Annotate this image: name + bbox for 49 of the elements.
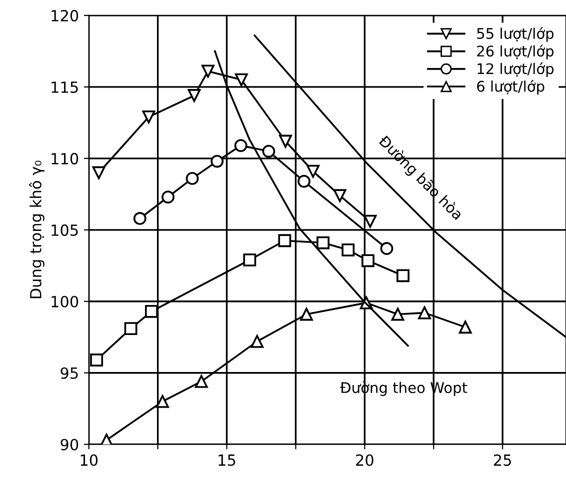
y-axis-title: Dung trọng khô γ₀ bbox=[29, 160, 44, 298]
point bbox=[243, 253, 256, 266]
legend-label: 6 lượt/lớp bbox=[477, 80, 544, 95]
point bbox=[133, 212, 146, 225]
point bbox=[92, 166, 106, 180]
point bbox=[186, 172, 199, 185]
y-tick-label: 95 bbox=[60, 367, 78, 379]
point bbox=[362, 254, 374, 268]
point bbox=[202, 64, 214, 78]
point bbox=[316, 236, 330, 250]
point bbox=[194, 374, 208, 388]
point bbox=[262, 144, 276, 158]
legend-label: 55 lượt/lớp bbox=[477, 27, 554, 42]
point bbox=[278, 234, 292, 248]
y-tick-label: 100 bbox=[52, 296, 78, 308]
point bbox=[90, 354, 104, 366]
point bbox=[418, 306, 431, 320]
legend-label: 12 lượt/lớp bbox=[478, 62, 554, 78]
point bbox=[250, 334, 264, 348]
point bbox=[306, 164, 320, 178]
y-tick-label: 115 bbox=[52, 82, 78, 93]
point bbox=[188, 89, 201, 102]
point bbox=[380, 242, 394, 255]
point bbox=[342, 243, 355, 256]
point bbox=[364, 214, 377, 228]
point bbox=[396, 269, 410, 282]
point bbox=[210, 154, 224, 168]
point bbox=[279, 134, 292, 148]
y-tick-label: 120 bbox=[52, 10, 78, 22]
point bbox=[234, 139, 248, 152]
x-tick-label: 15 bbox=[218, 454, 236, 466]
x-tick-label: 25 bbox=[494, 454, 511, 466]
point bbox=[333, 189, 346, 202]
point bbox=[124, 322, 138, 336]
point bbox=[300, 308, 313, 321]
point bbox=[145, 304, 158, 318]
point bbox=[234, 73, 248, 86]
point bbox=[156, 395, 169, 408]
y-tick-label: 110 bbox=[52, 152, 78, 164]
point bbox=[162, 190, 174, 204]
x-tick-label: 20 bbox=[356, 454, 374, 466]
point bbox=[142, 110, 156, 124]
y-tick-label: 90 bbox=[60, 438, 78, 450]
legend-label: 26 lượt/lớp bbox=[477, 44, 554, 60]
y-tick-label: 105 bbox=[52, 224, 78, 236]
point bbox=[298, 174, 310, 188]
point bbox=[391, 308, 404, 321]
x-tick-label: 10 bbox=[80, 454, 98, 466]
point bbox=[458, 320, 472, 334]
